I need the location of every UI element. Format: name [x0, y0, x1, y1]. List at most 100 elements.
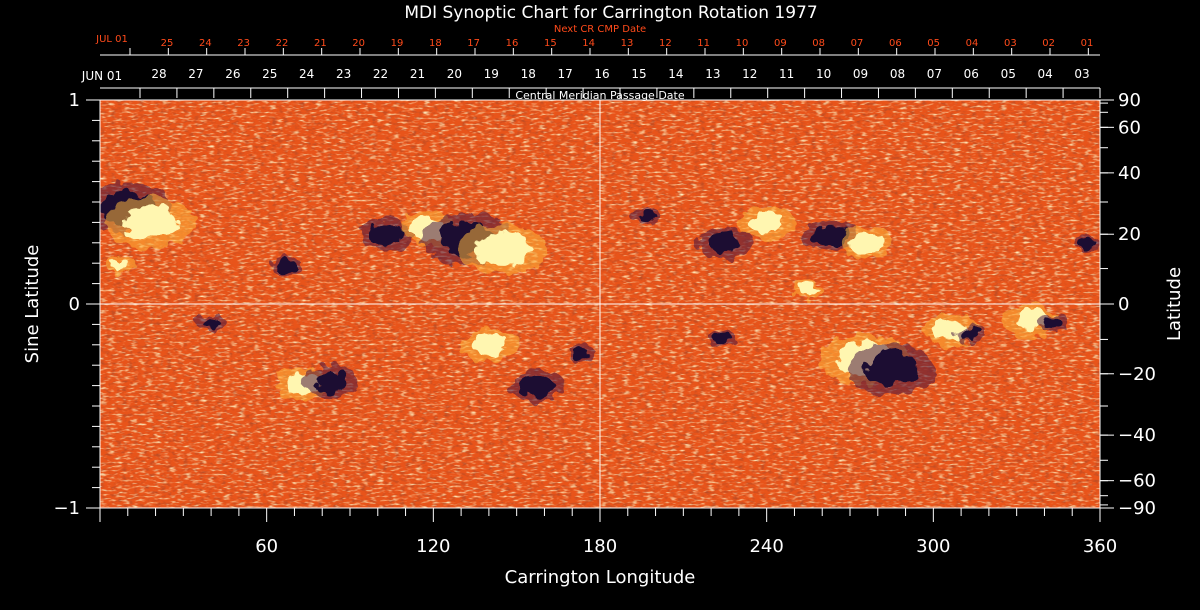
cmp-date-axis: 28 27 26 25 24 23 22 21 20 19 18 17 16 15 14 13 12 11 10 09… [139, 67, 1101, 98]
x-tick-label: 240 [749, 536, 783, 557]
x-tick-label: 300 [916, 536, 950, 557]
next-cmp-date-label: 01 [1081, 38, 1094, 49]
y-tick-label-right: 60 [1118, 117, 1141, 138]
negative-flux-region [571, 346, 590, 359]
next-cmp-month-label: JUL 01 [95, 34, 128, 45]
cmp-date-label: 10 [816, 67, 831, 81]
positive-flux-region [474, 231, 531, 266]
cmp-date-label: 23 [336, 67, 351, 81]
positive-flux-region [749, 211, 784, 234]
negative-flux-region [713, 332, 732, 345]
cmp-date-label: 28 [151, 67, 166, 81]
cmp-date-label: 07 [927, 67, 942, 81]
x-tick-label: 180 [583, 536, 617, 557]
next-cmp-date-label: 08 [812, 38, 825, 49]
next-cmp-date-label: 24 [199, 38, 212, 49]
y-tick-label-right: 40 [1118, 163, 1141, 184]
x-axis-label: Carrington Longitude [505, 567, 696, 588]
cmp-date-label: 14 [668, 67, 683, 81]
y-tick-label-left: −1 [53, 498, 80, 519]
cmp-date-label: 24 [299, 67, 314, 81]
negative-flux-region [960, 328, 979, 341]
positive-flux-region [799, 283, 818, 296]
cmp-date-label: 16 [594, 67, 609, 81]
longitude-axis: 60 120 180 240 300 360 [99, 508, 1117, 557]
next-cmp-date-label: 12 [659, 38, 672, 49]
next-cmp-date-label: 04 [966, 38, 979, 49]
positive-flux-region [849, 231, 884, 254]
negative-flux-region [813, 225, 848, 248]
negative-flux-region [1077, 236, 1096, 249]
y-tick-label-right: −20 [1118, 364, 1156, 385]
next-cmp-date-label: 06 [889, 38, 902, 49]
cmp-date-label: 20 [447, 67, 462, 81]
cmp-month-label: JUN 01 [81, 69, 122, 83]
negative-flux-region [708, 231, 742, 254]
next-cmp-date-label: 23 [237, 38, 250, 49]
y-tick-label-right: −90 [1118, 498, 1156, 519]
next-cmp-date-label: 19 [391, 38, 404, 49]
cmp-date-label: 12 [742, 67, 757, 81]
sine-latitude-axis: 1 0 −1 [53, 90, 100, 519]
positive-flux-region [110, 259, 129, 272]
next-cmp-date-label: 20 [352, 38, 365, 49]
next-cmp-date-label: 07 [851, 38, 864, 49]
next-cmp-date-label: 25 [161, 38, 174, 49]
next-cmp-date-label: 03 [1004, 38, 1017, 49]
chart-title: MDI Synoptic Chart for Carrington Rotati… [404, 3, 817, 23]
next-cmp-date-label: 05 [927, 38, 940, 49]
cmp-date-label: 27 [188, 67, 203, 81]
negative-flux-region [638, 210, 657, 223]
next-cmp-date-label: 14 [582, 38, 595, 49]
cmp-date-label: 03 [1074, 67, 1089, 81]
cmp-date-label: 26 [225, 67, 240, 81]
y-tick-label-right: 20 [1118, 224, 1141, 245]
cmp-date-label: 25 [262, 67, 277, 81]
next-cmp-date-label: 22 [276, 38, 289, 49]
negative-flux-region [369, 223, 404, 246]
x-tick-label: 60 [255, 536, 278, 557]
next-cmp-axis-label: Next CR CMP Date [554, 24, 646, 35]
next-cmp-date-label: 13 [621, 38, 634, 49]
y-tick-label-right: −40 [1118, 425, 1156, 446]
x-tick-label: 360 [1083, 536, 1117, 557]
latitude-axis: 90 60 40 20 0 −20 −40 −60 −90 [1100, 90, 1156, 519]
negative-flux-region [863, 352, 920, 387]
cmp-axis-label: Central Meridian Passage Date [515, 89, 684, 102]
positive-flux-region [1013, 309, 1048, 332]
y-tick-label-right: −60 [1118, 471, 1156, 492]
cmp-date-label: 17 [558, 67, 573, 81]
cmp-date-label: 08 [890, 67, 905, 81]
negative-flux-region [519, 374, 554, 397]
next-cmp-date-label: 18 [429, 38, 442, 49]
negative-flux-region [1043, 316, 1062, 329]
cmp-date-label: 11 [779, 67, 794, 81]
y-axis-label-right: Latitude [1164, 267, 1185, 341]
cmp-date-label: 09 [853, 67, 868, 81]
cmp-date-label: 18 [521, 67, 536, 81]
y-tick-label-left: 1 [69, 90, 80, 111]
cmp-date-label: 13 [705, 67, 720, 81]
positive-flux-region [122, 205, 178, 240]
negative-flux-region [277, 259, 296, 272]
negative-flux-region [313, 370, 348, 393]
cmp-date-label: 19 [484, 67, 499, 81]
y-tick-label-right: 0 [1118, 294, 1129, 315]
cmp-date-label: 22 [373, 67, 388, 81]
next-cmp-date-label: 16 [506, 38, 519, 49]
y-tick-label-right: 90 [1118, 90, 1141, 111]
cmp-date-label: 06 [964, 67, 979, 81]
cmp-date-label: 05 [1001, 67, 1016, 81]
cmp-date-label: 15 [631, 67, 646, 81]
next-cmp-date-axis: 25 24 23 22 21 20 19 18 17 16 15 14 13 12 11 10 09 08 07 06… [129, 38, 1094, 55]
next-cmp-date-label: 17 [467, 38, 480, 49]
next-cmp-date-label: 09 [774, 38, 787, 49]
next-cmp-date-label: 10 [736, 38, 749, 49]
next-cmp-date-label: 02 [1042, 38, 1055, 49]
negative-flux-region [202, 316, 221, 329]
next-cmp-date-label: 11 [697, 38, 710, 49]
cmp-date-label: 04 [1038, 67, 1053, 81]
active-regions [100, 182, 1100, 403]
x-tick-label: 120 [416, 536, 450, 557]
